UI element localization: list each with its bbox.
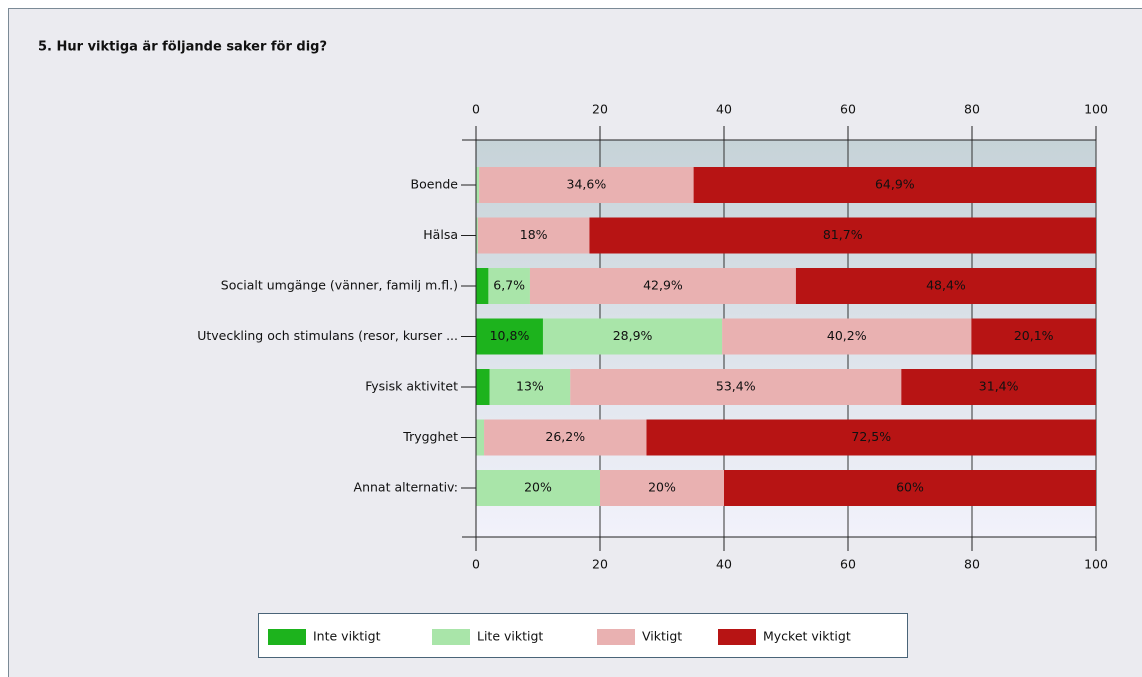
- x-tick-label: 100: [1084, 557, 1108, 572]
- data-label: 20%: [524, 480, 552, 495]
- y-tick-label: Fysisk aktivitet: [365, 379, 458, 394]
- data-label: 28,9%: [613, 328, 653, 343]
- data-label: 48,4%: [926, 278, 966, 293]
- bar-segment: [901, 369, 1096, 405]
- bar-segment: [476, 268, 489, 304]
- legend-label: Viktigt: [642, 629, 682, 644]
- bar-segment: [476, 217, 478, 254]
- bar-segment: [693, 167, 1096, 203]
- data-label: 18%: [520, 227, 548, 242]
- y-tick-label: Socialt umgänge (vänner, familj m.fl.): [221, 278, 458, 293]
- bar-segment: [479, 167, 694, 203]
- bar-segment: [476, 369, 490, 405]
- data-label: 34,6%: [567, 177, 607, 192]
- data-label: 20,1%: [1014, 328, 1054, 343]
- data-label: 60%: [896, 480, 924, 495]
- bar-segment: [570, 369, 902, 405]
- bar-segment: [476, 167, 480, 203]
- bar-segment: [529, 268, 796, 304]
- bar-segment: [476, 318, 543, 355]
- x-tick-label: 20: [592, 102, 608, 117]
- x-tick-label: 0: [472, 557, 480, 572]
- legend-swatch: [718, 629, 756, 645]
- legend-swatch: [597, 629, 635, 645]
- bar-segment: [589, 217, 1096, 254]
- y-tick-label: Trygghet: [402, 429, 458, 444]
- bar-segment: [795, 268, 1096, 304]
- data-label: 64,9%: [875, 177, 915, 192]
- data-label: 72,5%: [851, 429, 891, 444]
- x-tick-label: 60: [840, 102, 856, 117]
- legend-swatch: [268, 629, 306, 645]
- data-label: 53,4%: [716, 379, 756, 394]
- bar-segment: [477, 217, 590, 254]
- x-tick-label: 80: [964, 557, 980, 572]
- data-label: 42,9%: [643, 278, 683, 293]
- data-label: 10,8%: [490, 328, 530, 343]
- bar-segment: [476, 419, 485, 456]
- bar-segment: [722, 318, 972, 355]
- legend-swatch: [432, 629, 470, 645]
- bar-segment: [488, 268, 530, 304]
- data-label: 13%: [516, 379, 544, 394]
- data-label: 31,4%: [979, 379, 1019, 394]
- bar-segment: [476, 470, 600, 506]
- y-tick-label: Boende: [411, 177, 459, 192]
- bar-segment: [489, 369, 571, 405]
- legend-label: Inte viktigt: [313, 629, 381, 644]
- x-tick-label: 100: [1084, 102, 1108, 117]
- data-label: 40,2%: [827, 328, 867, 343]
- data-label: 81,7%: [823, 227, 863, 242]
- data-label: 6,7%: [493, 278, 525, 293]
- x-tick-label: 60: [840, 557, 856, 572]
- bar-segment: [724, 470, 1096, 506]
- bar-segment: [542, 318, 723, 355]
- y-tick-label: Annat alternativ:: [354, 480, 458, 495]
- bar-segment: [646, 419, 1096, 456]
- x-tick-label: 40: [716, 557, 732, 572]
- x-tick-label: 0: [472, 102, 480, 117]
- legend-label: Mycket viktigt: [763, 629, 851, 644]
- legend: [258, 613, 908, 658]
- y-tick-label: Hälsa: [423, 227, 458, 242]
- y-tick-label: Utveckling och stimulans (resor, kurser …: [197, 328, 458, 343]
- x-tick-label: 20: [592, 557, 608, 572]
- x-tick-label: 80: [964, 102, 980, 117]
- chart-title: 5. Hur viktiga är följande saker för dig…: [38, 40, 327, 55]
- bar-segment: [484, 419, 647, 456]
- bar-segment: [971, 318, 1096, 355]
- data-label: 20%: [648, 480, 676, 495]
- legend-label: Lite viktigt: [477, 629, 543, 644]
- bar-segment: [600, 470, 724, 506]
- data-label: 26,2%: [545, 429, 585, 444]
- x-tick-label: 40: [716, 102, 732, 117]
